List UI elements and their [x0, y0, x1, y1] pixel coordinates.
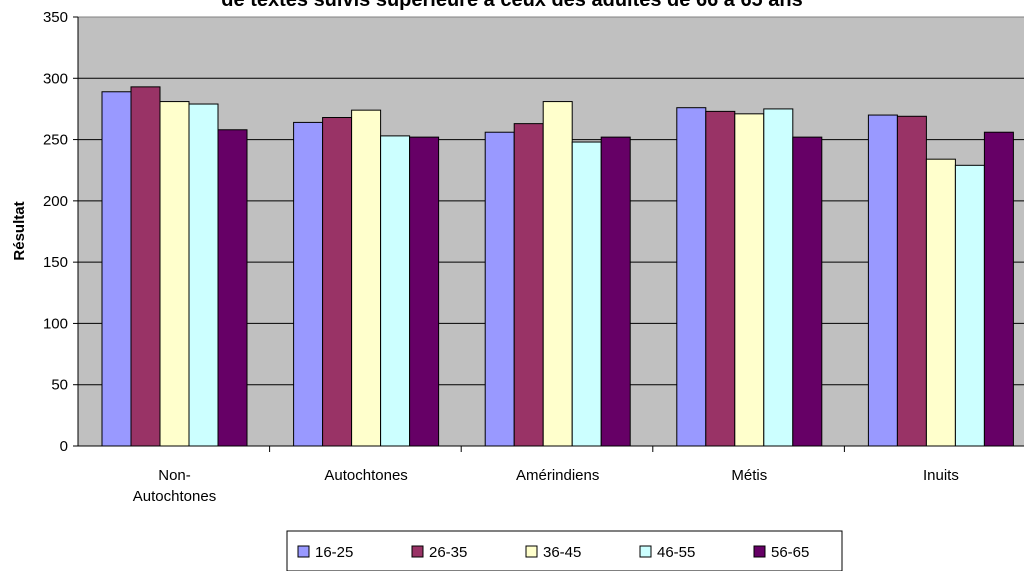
bar-46-55-0	[188, 103, 219, 447]
y-tick-label: 0	[60, 438, 68, 455]
legend-label: 16-25	[315, 544, 353, 561]
bar-36-45-4	[925, 158, 956, 447]
bar-46-55-2	[571, 141, 602, 447]
x-axis-ticks	[269, 446, 845, 452]
bars	[101, 86, 1014, 447]
bar-26-35-0	[130, 86, 161, 447]
bar-56-65-1	[409, 136, 440, 447]
legend-swatch	[753, 545, 766, 558]
bar-16-25-1	[293, 121, 324, 447]
y-axis-label: Résultat	[11, 201, 28, 260]
y-tick-label: 300	[43, 70, 68, 87]
y-tick-label: 200	[43, 193, 68, 210]
bar-46-55-4	[954, 164, 985, 447]
category-labels: Non-Autochtones Autochtones Amérindiens Mét…	[133, 467, 959, 505]
legend-swatch	[297, 545, 310, 558]
bar-26-35-1	[322, 117, 353, 447]
bar-56-65-0	[217, 129, 248, 447]
bar-26-35-2	[513, 123, 544, 447]
category-label: Non-Autochtones	[133, 467, 216, 505]
bar-36-45-0	[159, 101, 190, 447]
legend: 16-25 26-35 36-45 46-55 56-65	[286, 530, 843, 571]
chart-title: de textes suivis supérieure à ceux des a…	[221, 0, 802, 11]
y-tick-label: 150	[43, 254, 68, 271]
y-tick-label: 250	[43, 132, 68, 149]
bar-16-25-3	[676, 107, 707, 447]
bar-46-55-1	[380, 135, 411, 447]
legend-swatch	[411, 545, 424, 558]
legend-swatch	[525, 545, 538, 558]
legend-label: 26-35	[429, 544, 467, 561]
bar-26-35-3	[705, 110, 736, 447]
legend-label: 56-65	[771, 544, 809, 561]
y-axis-ticks: 0 50 100 150 200 250 300 350	[43, 9, 1024, 455]
bar-26-35-4	[896, 115, 927, 447]
bar-56-65-2	[600, 136, 631, 447]
bar-16-25-2	[484, 131, 515, 447]
bar-46-55-3	[763, 108, 794, 447]
bar-36-45-2	[542, 101, 573, 447]
bar-56-65-4	[983, 131, 1014, 447]
category-label: Amérindiens	[516, 467, 599, 484]
category-label: Inuits	[923, 467, 959, 484]
legend-label: 46-55	[657, 544, 695, 561]
y-tick-label: 100	[43, 315, 68, 332]
category-label: Autochtones	[324, 467, 407, 484]
bar-56-65-3	[792, 136, 823, 447]
y-tick-label: 350	[43, 9, 68, 26]
category-label: Métis	[731, 467, 767, 484]
bar-36-45-3	[734, 113, 765, 447]
bar-16-25-4	[867, 114, 898, 447]
bar-36-45-1	[351, 109, 382, 447]
legend-frame	[286, 530, 843, 571]
legend-label: 36-45	[543, 544, 581, 561]
y-tick-label: 50	[51, 377, 68, 394]
bar-16-25-0	[101, 91, 132, 447]
legend-swatch	[639, 545, 652, 558]
